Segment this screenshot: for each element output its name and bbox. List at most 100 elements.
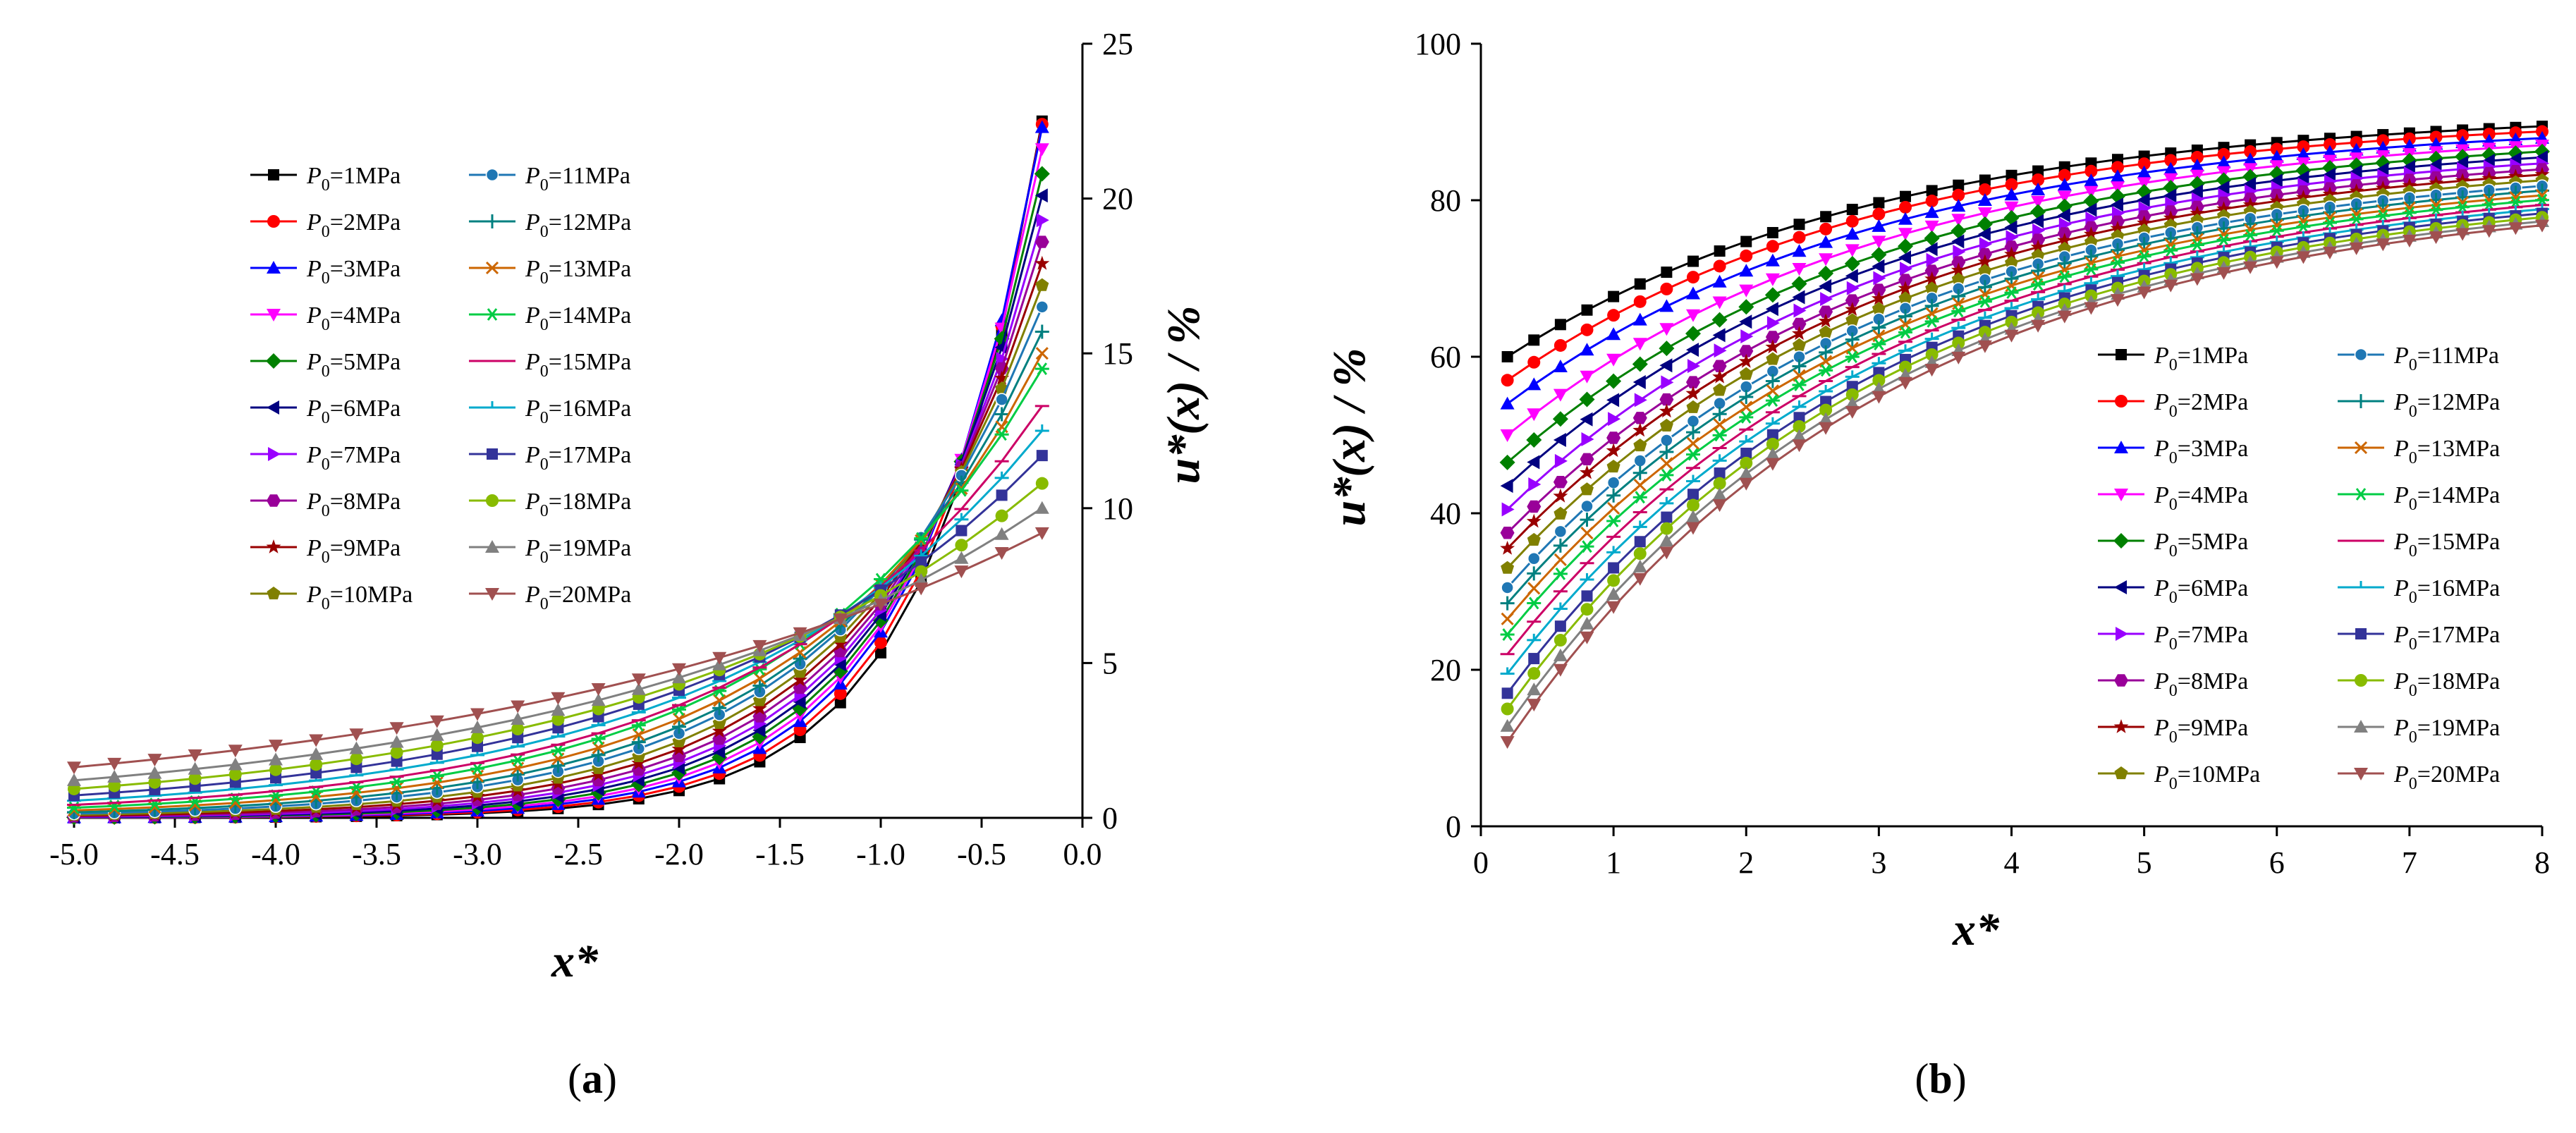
data-point <box>1661 375 1674 390</box>
data-point <box>1606 373 1622 389</box>
data-point <box>2084 276 2099 285</box>
data-point <box>1659 496 1674 505</box>
data-point <box>1659 299 1674 312</box>
data-point <box>2269 193 2285 208</box>
data-point <box>1500 429 1515 442</box>
data-point <box>2296 251 2311 264</box>
series-p0-19mpa <box>67 501 1049 786</box>
series-line <box>1506 216 2543 710</box>
data-point <box>1951 289 1966 304</box>
data-point <box>1500 718 1515 732</box>
data-point <box>1660 522 1673 535</box>
legend-label: P0=6MPa <box>2154 575 2248 607</box>
legend-item: P0=8MPa <box>2098 668 2248 700</box>
data-point <box>1925 348 1939 361</box>
legend-marker <box>268 447 281 461</box>
data-point <box>1632 312 1647 326</box>
data-point <box>1660 434 1673 447</box>
data-point <box>2243 177 2257 191</box>
legend-item: P0=2MPa <box>250 209 401 241</box>
data-point <box>2376 209 2391 223</box>
data-point <box>1580 482 1594 496</box>
data-point <box>1951 272 1965 286</box>
data-point <box>1553 360 1568 372</box>
data-point <box>2482 154 2495 169</box>
legend-marker <box>267 309 281 321</box>
data-point <box>1500 667 1515 675</box>
data-point <box>1845 214 1859 228</box>
data-point <box>1924 205 1939 219</box>
data-point <box>1659 469 1674 482</box>
data-point <box>1580 616 1594 630</box>
legend-marker <box>267 494 281 507</box>
data-point <box>1792 326 1807 341</box>
data-point <box>1687 359 1700 374</box>
legend-label: P0=8MPa <box>2154 668 2248 700</box>
data-point <box>2216 155 2231 169</box>
data-point <box>1526 432 1542 448</box>
data-point <box>1977 340 1992 353</box>
legend-item: P0=4MPa <box>250 302 401 334</box>
series-line <box>1506 130 2543 381</box>
data-point <box>551 758 566 773</box>
data-point <box>2323 216 2337 229</box>
data-point <box>67 761 81 775</box>
data-point <box>2031 195 2046 209</box>
data-point <box>1951 321 1966 329</box>
data-point <box>995 393 1008 406</box>
data-point <box>2190 238 2204 252</box>
data-point <box>1659 444 1674 459</box>
data-point <box>1898 344 1912 352</box>
series-p0-12mpa <box>1500 183 2549 611</box>
data-point <box>1792 263 1807 276</box>
data-point <box>2429 231 2443 245</box>
data-point <box>1979 174 1991 186</box>
data-point <box>834 687 847 700</box>
data-point <box>188 772 202 785</box>
data-point <box>1872 235 1886 249</box>
data-point <box>2190 233 2204 246</box>
legend-label: P0=11MPa <box>2393 343 2499 374</box>
data-point <box>2031 293 2046 301</box>
data-point <box>1659 341 1675 357</box>
series-p0-6mpa <box>1500 150 2548 494</box>
data-point <box>1951 223 1967 239</box>
data-point <box>1820 396 1832 408</box>
data-point <box>631 682 646 695</box>
data-point <box>1036 450 1048 462</box>
x-axis-title: x* <box>1952 904 2000 955</box>
data-point <box>2084 263 2099 276</box>
legend-marker <box>485 588 499 601</box>
series-p0-2mpa <box>1501 125 2548 387</box>
legend-label: P0=3MPa <box>306 256 401 288</box>
legend-marker <box>2354 394 2368 408</box>
legend-marker <box>2355 628 2367 639</box>
data-point <box>188 749 202 762</box>
data-point <box>2270 142 2283 156</box>
data-point <box>1608 290 1620 302</box>
data-point <box>1527 355 1541 369</box>
data-point <box>1792 429 1807 442</box>
data-point <box>591 683 606 696</box>
legend-label: P0=3MPa <box>2154 436 2248 467</box>
data-point <box>1526 513 1542 528</box>
data-point <box>2004 188 2019 201</box>
data-point <box>1792 439 1807 453</box>
data-point <box>1844 256 1860 271</box>
data-point <box>1845 313 1860 326</box>
data-point <box>2111 250 2125 263</box>
series-group-a <box>66 115 1050 826</box>
data-point <box>793 627 807 640</box>
data-point <box>1554 453 1568 468</box>
data-point <box>2032 165 2044 177</box>
data-point <box>2004 271 2019 286</box>
data-point <box>1819 384 1833 393</box>
data-point <box>1580 412 1593 427</box>
data-point <box>1738 299 1754 315</box>
data-point <box>2323 145 2337 158</box>
data-point <box>2004 246 2019 261</box>
data-point <box>1714 245 1726 257</box>
legend-label: P0=7MPa <box>2154 622 2248 654</box>
data-point <box>269 763 282 776</box>
data-point <box>1740 329 1754 344</box>
